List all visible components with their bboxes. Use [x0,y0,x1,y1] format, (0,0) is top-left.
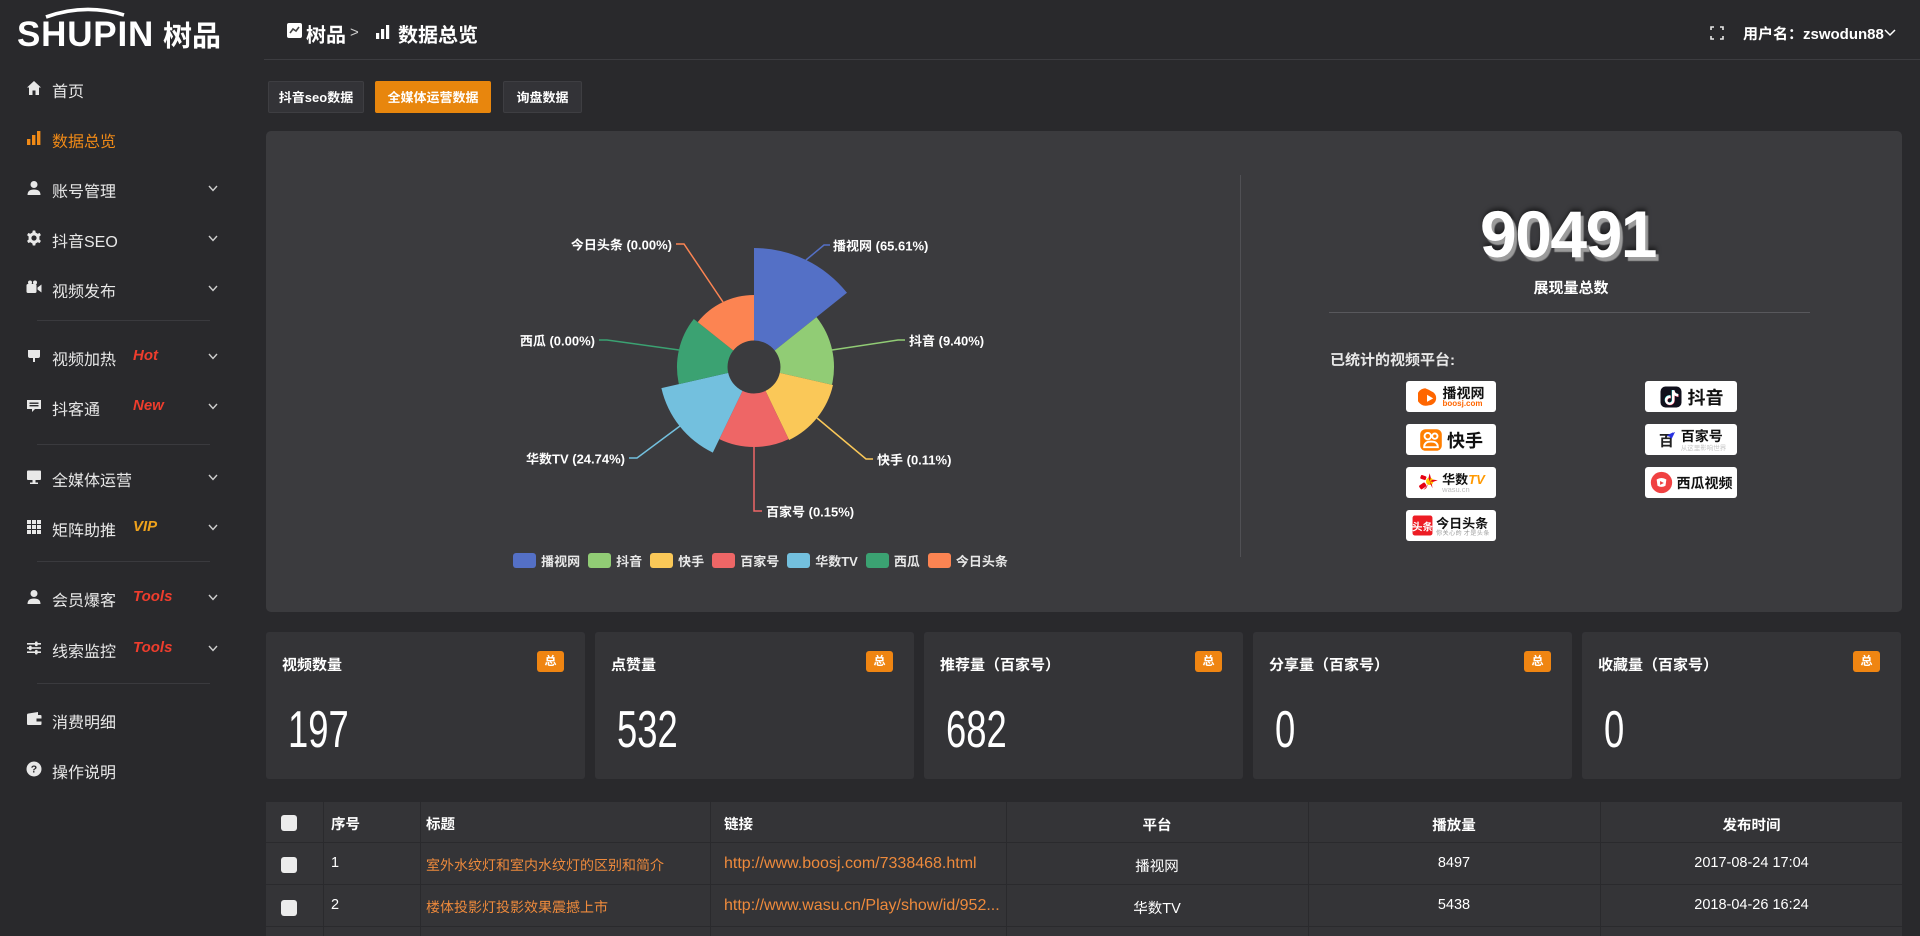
svg-text:今日头条 (0.00%): 今日头条 (0.00%) [571,238,672,253]
svg-text:华数TV (24.74%): 华数TV (24.74%) [526,452,625,467]
svg-text:播视网 (65.61%): 播视网 (65.61%) [833,239,928,254]
svg-text:百家号 (0.15%): 百家号 (0.15%) [766,505,854,520]
svg-text:抖音 (9.40%): 抖音 (9.40%) [909,334,984,349]
svg-text:快手 (0.11%): 快手 (0.11%) [877,453,951,468]
svg-text:树品: 树品 [163,13,221,54]
svg-text:?: ? [31,764,37,776]
svg-text:头条: 头条 [1412,519,1433,534]
svg-text:SHUPIN: SHUPIN [17,15,154,54]
svg-text:百: 百 [1659,429,1674,450]
svg-text:西瓜 (0.00%): 西瓜 (0.00%) [520,334,595,349]
